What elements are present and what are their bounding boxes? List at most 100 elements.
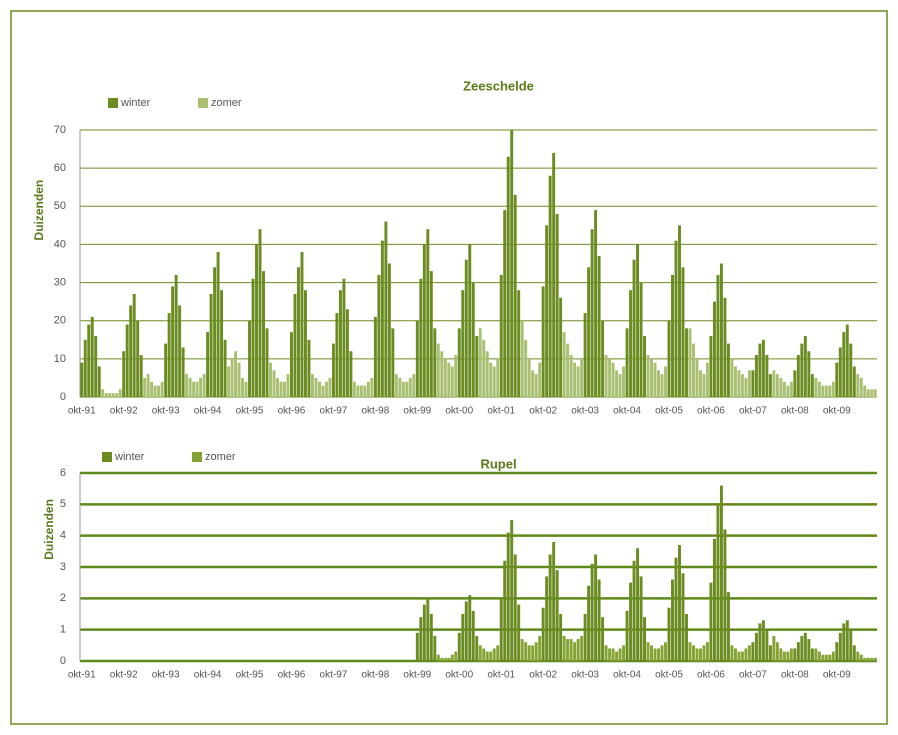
bar xyxy=(768,374,772,397)
bar xyxy=(545,576,549,661)
bar xyxy=(548,554,552,661)
bar xyxy=(870,389,874,397)
x-tick-label: okt-92 xyxy=(110,670,138,681)
bar xyxy=(821,385,825,397)
legend-label: winter xyxy=(114,451,145,463)
bar xyxy=(754,632,758,661)
bar xyxy=(269,362,272,397)
bar xyxy=(849,343,853,397)
bar xyxy=(695,358,699,397)
bar xyxy=(657,648,660,661)
bar xyxy=(758,623,762,661)
bar xyxy=(615,651,619,661)
bar xyxy=(244,381,248,397)
bar xyxy=(622,366,626,397)
bar xyxy=(534,642,538,661)
bar xyxy=(286,374,290,397)
bar xyxy=(310,374,314,397)
x-tick-label: okt-07 xyxy=(739,406,767,417)
bar xyxy=(297,267,300,397)
bar xyxy=(475,335,479,397)
bar xyxy=(118,389,122,397)
legend-label: zomer xyxy=(211,97,242,109)
bar xyxy=(485,651,489,661)
bar xyxy=(796,355,800,397)
bar xyxy=(450,366,454,397)
legend-swatch xyxy=(108,98,118,108)
bar xyxy=(457,328,461,397)
bar xyxy=(303,290,307,397)
bar xyxy=(636,548,640,661)
bar xyxy=(83,339,87,397)
bar xyxy=(426,229,430,397)
bar xyxy=(363,385,367,397)
bar xyxy=(688,328,692,397)
x-tick-label: okt-94 xyxy=(194,670,222,681)
bar xyxy=(258,229,262,397)
bar xyxy=(213,267,217,397)
bar xyxy=(531,645,535,661)
bar xyxy=(856,374,860,397)
bar xyxy=(709,582,713,661)
x-tick-label: okt-98 xyxy=(361,670,389,681)
bar xyxy=(552,152,556,397)
bar xyxy=(401,381,405,397)
x-tick-label: okt-01 xyxy=(487,406,515,417)
bar xyxy=(730,358,734,397)
bar xyxy=(192,381,196,397)
bar xyxy=(164,343,168,397)
bar xyxy=(209,294,213,397)
bar xyxy=(122,351,126,397)
bar xyxy=(461,614,465,661)
bar xyxy=(503,560,507,661)
bar xyxy=(415,632,419,661)
bar xyxy=(650,358,654,397)
bar xyxy=(824,654,828,661)
legend-swatch xyxy=(102,452,112,462)
bar xyxy=(153,385,157,397)
bar xyxy=(740,651,744,661)
bar xyxy=(352,381,356,397)
bar xyxy=(454,355,458,397)
x-tick-label: okt-91 xyxy=(68,406,96,417)
bar xyxy=(863,657,867,661)
bar xyxy=(583,313,587,397)
bar xyxy=(538,362,542,397)
bar xyxy=(265,328,269,397)
bar xyxy=(786,651,790,661)
bar xyxy=(859,654,863,661)
bar xyxy=(370,377,374,397)
bar xyxy=(863,385,867,397)
bar xyxy=(726,592,730,661)
bar xyxy=(719,485,723,661)
bar xyxy=(699,370,702,397)
bar xyxy=(702,374,706,397)
bar xyxy=(782,381,786,397)
bar xyxy=(667,320,671,397)
bar xyxy=(237,362,241,397)
bar xyxy=(276,377,279,397)
x-tick-label: okt-07 xyxy=(739,670,767,681)
x-tick-label: okt-96 xyxy=(278,670,306,681)
bar xyxy=(520,639,524,661)
bar xyxy=(667,607,671,661)
y-tick-label: 20 xyxy=(54,315,66,327)
bar xyxy=(643,617,647,661)
bar xyxy=(227,366,231,397)
bar xyxy=(796,642,800,661)
x-tick-label: okt-06 xyxy=(697,670,725,681)
bar xyxy=(307,339,311,397)
bar xyxy=(604,645,608,661)
bar xyxy=(807,351,811,397)
x-tick-label: okt-97 xyxy=(320,406,348,417)
y-tick-label: 50 xyxy=(54,200,66,212)
bar xyxy=(838,347,842,397)
bar xyxy=(338,290,342,397)
bar xyxy=(216,252,220,397)
bar xyxy=(828,385,832,397)
bar xyxy=(821,654,825,661)
bar xyxy=(195,381,199,397)
bar xyxy=(555,570,559,661)
bar xyxy=(419,617,423,661)
bar xyxy=(283,381,286,397)
